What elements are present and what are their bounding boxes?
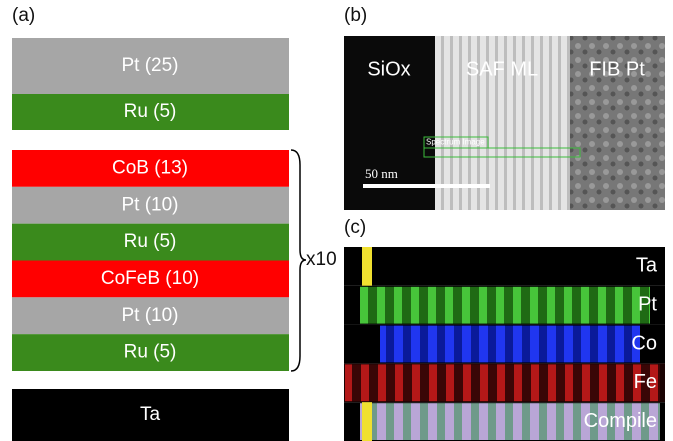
map-label: Fe [634,371,657,393]
layer-label: Ru (5) [124,342,177,363]
layer-label: Pt (10) [121,305,178,326]
layer-label: Ru (5) [124,101,177,122]
scale-label: 50 nm [365,166,398,181]
ta-line [362,247,372,286]
layer-label: CoB (13) [112,157,188,178]
map-signal [360,287,650,324]
region-label: SiOx [367,58,410,80]
panel-label: (c) [344,217,366,238]
map-bg [344,247,665,286]
map-label: Co [631,332,657,354]
panel-label: (b) [344,5,367,26]
layer-label: Ta [140,404,161,425]
layer-label: Ru (5) [124,231,177,252]
brace [291,150,306,371]
box-label: Spectrum Image [426,138,485,147]
layer-label: Pt (25) [121,55,178,76]
region-label: FIB Pt [589,58,645,80]
tem-image: Spectrum Image 50 nm SiOx SAF ML FIB Pt [344,36,665,210]
eds-maps: Ta Pt Co Fe Compile [344,247,665,441]
map-label: Compile [584,410,657,432]
region-label: SAF ML [466,58,538,80]
layer-stack: Pt (25) Ru (5) CoB (13) Pt (10) Ru (5) CoFeB … [12,38,289,441]
map-label: Ta [636,255,658,277]
layer-label: CoFeB (10) [101,268,199,289]
panel-label: (a) [12,5,35,26]
map-signal [345,364,660,401]
map-label: Pt [638,293,657,315]
figure: (a) Pt (25) Ru (5) CoB (13) Pt (10) Ru (5) Co… [0,0,673,441]
ta-line [362,402,372,441]
scale-bar [363,184,490,188]
layer-label: Pt (10) [121,194,178,215]
map-signal [380,326,640,363]
repeat-label: x10 [306,249,337,270]
